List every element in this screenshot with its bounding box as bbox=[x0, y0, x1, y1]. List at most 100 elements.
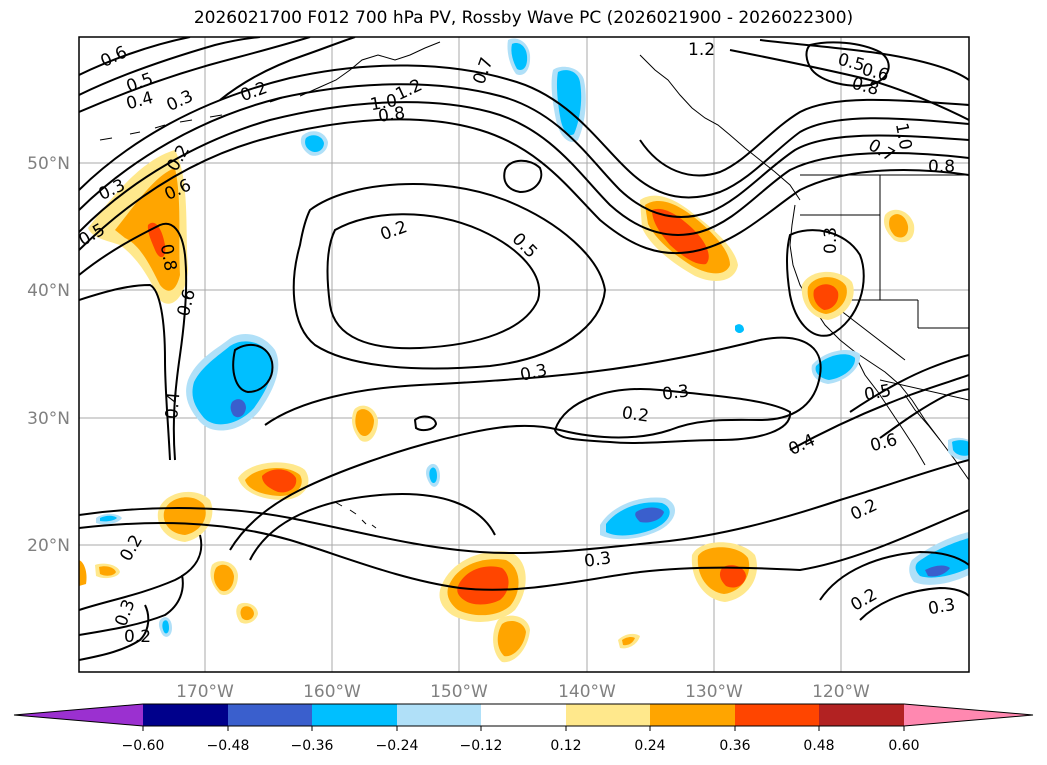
contour-jet-05 bbox=[79, 101, 969, 236]
contour-label: 0.8 bbox=[156, 243, 180, 273]
contour-03-south-central bbox=[229, 336, 822, 551]
contour-label: 0.3 bbox=[927, 595, 957, 619]
coastline-alaska-peninsula bbox=[299, 41, 441, 97]
contour-north-04 bbox=[79, 37, 311, 113]
contour-jet-10 bbox=[79, 64, 969, 199]
contour-03-south-east bbox=[859, 586, 969, 621]
negative-anomaly-subtropical-east bbox=[600, 497, 676, 540]
positive-anomaly-great-basin bbox=[884, 209, 915, 243]
colorbar-ticks bbox=[142, 726, 905, 731]
positive-anomaly-westcoast bbox=[88, 150, 188, 304]
contour-north-east-ring-2 bbox=[729, 49, 969, 121]
colorbar-tick-label: −0.12 bbox=[460, 738, 503, 754]
colorbar-segment bbox=[650, 704, 735, 726]
contour-label: 1.0 bbox=[891, 121, 915, 151]
contour-05-east bbox=[849, 354, 969, 413]
colorbar-tick-label: −0.36 bbox=[291, 738, 334, 754]
colorbar-segment bbox=[228, 704, 312, 726]
contour-california-ring bbox=[786, 229, 865, 337]
negative-anomaly-central-pacific bbox=[186, 334, 279, 431]
contour-label: 0.4 bbox=[162, 391, 184, 420]
contour-label: 0.8 bbox=[377, 103, 407, 127]
pv-contours bbox=[79, 37, 969, 661]
colorbar-segment bbox=[397, 704, 481, 726]
coastlines bbox=[99, 41, 969, 529]
contour-03-low-west bbox=[79, 604, 150, 661]
colorbar-segment bbox=[566, 704, 650, 726]
colorbar-tick-label: −0.48 bbox=[207, 738, 250, 754]
positive-anomaly-south-central bbox=[439, 551, 526, 622]
coastline-gulf-california bbox=[904, 394, 941, 441]
contour-label: 0.2 bbox=[621, 403, 651, 427]
longitude-label: 130°W bbox=[685, 682, 743, 702]
contour-small-ring-1 bbox=[503, 159, 543, 194]
contour-label: 0.8 bbox=[928, 157, 955, 177]
anomaly-shading bbox=[79, 38, 969, 663]
latitude-label: 30°N bbox=[27, 409, 70, 429]
contour-jet-03 bbox=[79, 118, 969, 255]
contour-label: 0.2 bbox=[124, 627, 151, 647]
contour-low-pv-ring-outer bbox=[292, 183, 607, 370]
plot-frame bbox=[78, 36, 970, 673]
longitude-label: 170°W bbox=[176, 682, 234, 702]
contour-ne-blob bbox=[805, 41, 890, 87]
longitude-label: 140°W bbox=[558, 682, 616, 702]
positive-anomaly-subtropical-central bbox=[238, 462, 309, 500]
latitude-label: 50°N bbox=[27, 154, 70, 174]
contour-02-south-ring bbox=[249, 493, 496, 561]
contour-02-west-margin bbox=[79, 574, 184, 636]
latitude-label: 20°N bbox=[27, 536, 70, 556]
contour-central-closed bbox=[232, 343, 274, 394]
longitude-label: 160°W bbox=[303, 682, 361, 702]
contour-label: 1.0 bbox=[369, 91, 399, 115]
colorbar-segment bbox=[312, 704, 397, 726]
coastline-aleutian-islands bbox=[99, 97, 283, 141]
contour-02-subtropical-ring bbox=[553, 388, 792, 444]
contour-west-margin-06 bbox=[79, 222, 188, 461]
latitude-axis: 50°N 40°N 30°N 20°N bbox=[27, 154, 70, 556]
contour-north-02 bbox=[219, 37, 356, 101]
contour-label: 1.2 bbox=[688, 40, 715, 60]
colorbar-extend-high bbox=[904, 704, 1033, 726]
contour-low-pv-ring-inner bbox=[326, 213, 541, 350]
contour-north-06 bbox=[79, 37, 191, 76]
coastline-hawaii bbox=[334, 501, 377, 529]
positive-anomaly-subtropical-west bbox=[157, 491, 213, 542]
contour-04-west-margin bbox=[79, 534, 203, 611]
contour-02-south-east bbox=[819, 550, 969, 601]
map-title: 2026021700 F012 700 hPa PV, Rossby Wave … bbox=[193, 8, 854, 28]
negative-anomaly-southeast-edge bbox=[909, 532, 969, 585]
coastline-southeast-alaska bbox=[639, 54, 801, 201]
colorbar-tick-label: 0.48 bbox=[803, 738, 834, 754]
colorbar: −0.60 −0.48 −0.36 −0.24 −0.12 0.12 0.24 … bbox=[13, 703, 1034, 754]
positive-anomaly-small-cells bbox=[79, 405, 640, 663]
contour-jet-12 bbox=[639, 98, 969, 177]
contour-west-margin-04 bbox=[79, 283, 171, 461]
contour-north-east-ring bbox=[759, 39, 969, 81]
contour-small-ring-2 bbox=[413, 415, 438, 432]
colorbar-segment bbox=[143, 704, 228, 726]
colorbar-tick-label: −0.24 bbox=[376, 738, 419, 754]
contour-04-east bbox=[789, 374, 969, 451]
colorbar-extend-low bbox=[14, 704, 143, 726]
longitude-axis: 170°W 160°W 150°W 140°W 130°W 120°W bbox=[176, 682, 870, 702]
colorbar-segment bbox=[481, 704, 566, 726]
colorbar-tick-label: 0.60 bbox=[888, 738, 919, 754]
longitude-label: 120°W bbox=[812, 682, 870, 702]
colorbar-segment bbox=[735, 704, 819, 726]
colorbar-tick-label: 0.12 bbox=[550, 738, 581, 754]
contour-north-05 bbox=[79, 37, 261, 96]
positive-anomaly-south-east bbox=[691, 542, 757, 602]
contour-03-south-band bbox=[79, 509, 969, 591]
contour-02-south-band bbox=[79, 459, 969, 555]
negative-anomaly-small-cells bbox=[96, 324, 969, 637]
contour-label: 0.3 bbox=[583, 548, 613, 572]
contour-label: 0.3 bbox=[821, 227, 841, 254]
contour-jet-08 bbox=[79, 83, 969, 218]
negative-anomaly-north-pacific bbox=[300, 38, 586, 156]
contour-label: 0.5 bbox=[863, 381, 893, 405]
contour-06-east bbox=[879, 388, 969, 439]
colorbar-tick-label: 0.24 bbox=[634, 738, 665, 754]
colorbar-tick-label: 0.36 bbox=[719, 738, 750, 754]
positive-anomaly-california bbox=[801, 271, 854, 320]
